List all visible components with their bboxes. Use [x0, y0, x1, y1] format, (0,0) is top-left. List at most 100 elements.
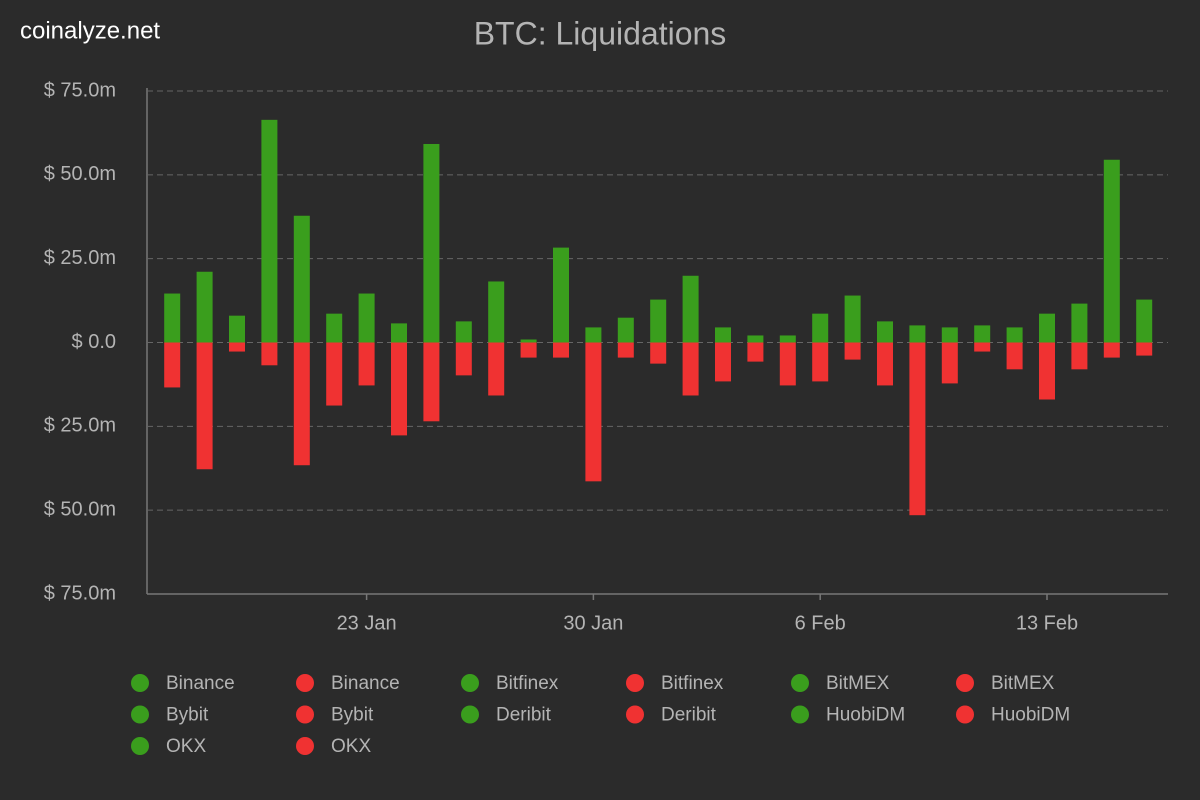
legend-label: HuobiDM — [991, 705, 1070, 726]
y-tick-label: $ 25.0m — [44, 415, 116, 437]
brand: coinalyze.net — [20, 17, 160, 44]
bar — [391, 342, 407, 436]
legend-marker — [956, 705, 974, 724]
y-tick-label: $ 50.0m — [44, 163, 116, 185]
bar — [1039, 342, 1055, 400]
bar — [617, 317, 634, 343]
x-tick-label: 13 Feb — [1016, 612, 1078, 634]
bar — [779, 342, 796, 386]
bar — [391, 323, 407, 343]
legend-label: OKX — [331, 736, 371, 757]
legend-marker — [626, 674, 644, 692]
bar — [747, 342, 764, 362]
bar — [1136, 299, 1153, 343]
bar — [553, 342, 569, 358]
bar — [423, 342, 440, 422]
bar — [974, 342, 991, 352]
bar — [196, 342, 213, 470]
legend-marker — [131, 737, 149, 755]
bar — [844, 342, 861, 360]
x-tick-label: 23 Jan — [337, 612, 397, 634]
bar — [455, 321, 472, 343]
legend-marker — [296, 737, 314, 755]
bar — [229, 342, 245, 352]
bar — [293, 215, 310, 343]
bar — [779, 335, 796, 343]
bar — [261, 342, 278, 366]
bar — [455, 342, 472, 376]
legend-label: HuobiDM — [826, 705, 905, 726]
legend-marker — [461, 674, 479, 692]
bar — [164, 342, 181, 388]
y-tick-label: $ 50.0m — [44, 498, 116, 520]
legend-label: Deribit — [661, 705, 717, 726]
x-tick-label: 6 Feb — [795, 612, 846, 634]
bar — [585, 342, 602, 482]
bar — [1103, 159, 1120, 343]
bar — [650, 299, 667, 343]
bar — [715, 342, 731, 382]
bar — [812, 342, 829, 382]
bar — [1071, 303, 1088, 343]
bar — [326, 342, 343, 406]
bar — [617, 342, 634, 358]
bar — [1071, 342, 1088, 370]
bar — [488, 281, 505, 343]
bar — [229, 315, 245, 343]
bar — [423, 143, 440, 343]
bar — [812, 313, 829, 343]
bar — [877, 321, 893, 343]
legend-label: OKX — [166, 736, 206, 757]
bar — [974, 325, 991, 343]
x-tick-label: 30 Jan — [563, 612, 623, 634]
legend-marker — [791, 705, 809, 724]
bar — [1136, 342, 1153, 356]
bar — [650, 342, 667, 364]
legend-marker — [791, 674, 809, 692]
y-tick-label: $ 25.0m — [44, 247, 116, 269]
bar — [488, 342, 505, 396]
bar — [585, 327, 602, 343]
chart-title: BTC: Liquidations — [474, 15, 727, 51]
legend-label: Binance — [331, 673, 400, 694]
bar — [358, 342, 375, 386]
y-tick-label: $ 75.0m — [44, 582, 116, 604]
y-tick-label: $ 0.0 — [72, 331, 116, 353]
bar — [747, 335, 764, 343]
legend-label: Binance — [166, 673, 235, 694]
bar — [909, 325, 926, 343]
bar — [553, 247, 569, 343]
bar — [293, 342, 310, 466]
bar — [358, 293, 375, 343]
y-tick-label: $ 75.0m — [44, 79, 116, 101]
bar — [1039, 313, 1055, 343]
bar — [326, 313, 343, 343]
bar — [196, 271, 213, 343]
legend-label: Bybit — [166, 705, 209, 726]
legend-label: BitMEX — [991, 673, 1055, 694]
bar — [261, 119, 278, 343]
bar — [844, 295, 861, 343]
legend-label: Bybit — [331, 705, 374, 726]
legend-marker — [296, 705, 314, 724]
legend-label: BitMEX — [826, 673, 890, 694]
legend-marker — [956, 674, 974, 692]
bar — [877, 342, 893, 386]
bar — [520, 342, 537, 358]
bar — [164, 293, 181, 343]
legend-label: Deribit — [496, 705, 552, 726]
bar — [682, 342, 699, 396]
bar — [520, 339, 537, 343]
legend-label: Bitfinex — [496, 673, 559, 694]
bar — [1006, 342, 1023, 370]
legend-label: Bitfinex — [661, 673, 724, 694]
legend-marker — [131, 705, 149, 724]
bar — [941, 327, 958, 343]
legend-marker — [131, 674, 149, 692]
bar — [682, 275, 699, 343]
bar — [909, 342, 926, 516]
legend-marker — [626, 705, 644, 724]
bar — [715, 327, 731, 343]
